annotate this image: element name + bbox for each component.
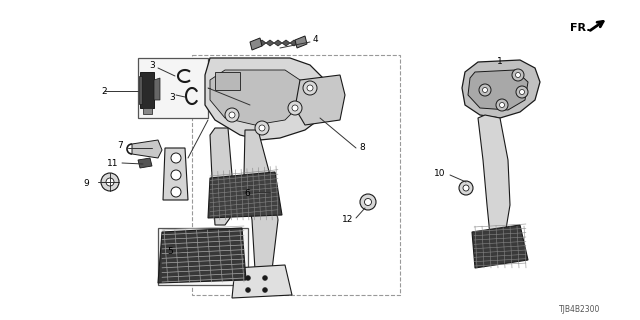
Polygon shape xyxy=(210,70,305,125)
Circle shape xyxy=(171,187,181,197)
Polygon shape xyxy=(295,36,307,48)
Polygon shape xyxy=(266,40,274,46)
Polygon shape xyxy=(138,158,152,168)
Text: 3: 3 xyxy=(169,92,175,101)
Polygon shape xyxy=(478,115,510,238)
Circle shape xyxy=(360,194,376,210)
Polygon shape xyxy=(274,40,282,46)
Circle shape xyxy=(516,86,528,98)
Polygon shape xyxy=(158,228,246,283)
Text: 12: 12 xyxy=(342,215,354,225)
Circle shape xyxy=(171,170,181,180)
Circle shape xyxy=(246,287,250,292)
Circle shape xyxy=(246,276,250,281)
Circle shape xyxy=(303,81,317,95)
Polygon shape xyxy=(163,148,188,200)
Circle shape xyxy=(479,84,491,96)
Polygon shape xyxy=(205,58,325,140)
Text: 8: 8 xyxy=(359,143,365,153)
Text: 10: 10 xyxy=(435,170,445,179)
Circle shape xyxy=(101,173,119,191)
Polygon shape xyxy=(282,40,290,46)
Bar xyxy=(192,55,400,295)
Polygon shape xyxy=(462,60,540,118)
Polygon shape xyxy=(139,76,142,104)
Circle shape xyxy=(171,153,181,163)
Bar xyxy=(158,228,248,285)
Polygon shape xyxy=(210,128,232,225)
Circle shape xyxy=(292,105,298,111)
Text: 5: 5 xyxy=(167,247,173,257)
Polygon shape xyxy=(244,130,278,270)
Circle shape xyxy=(515,73,520,77)
Circle shape xyxy=(106,178,114,186)
Polygon shape xyxy=(258,40,266,46)
Text: 9: 9 xyxy=(83,179,89,188)
Circle shape xyxy=(483,87,488,92)
Circle shape xyxy=(499,102,504,108)
Polygon shape xyxy=(215,72,240,90)
Circle shape xyxy=(463,185,469,191)
Text: FR.: FR. xyxy=(570,23,591,33)
Bar xyxy=(138,58,208,118)
Circle shape xyxy=(229,112,235,118)
Text: TJB4B2300: TJB4B2300 xyxy=(559,306,601,315)
Polygon shape xyxy=(154,78,160,100)
Circle shape xyxy=(365,198,371,205)
Polygon shape xyxy=(468,70,528,110)
Polygon shape xyxy=(472,225,528,268)
Polygon shape xyxy=(232,265,292,298)
Circle shape xyxy=(288,101,302,115)
Text: 4: 4 xyxy=(312,36,318,44)
Circle shape xyxy=(459,181,473,195)
Polygon shape xyxy=(250,38,262,50)
Polygon shape xyxy=(295,75,345,125)
Circle shape xyxy=(520,90,525,94)
Polygon shape xyxy=(143,108,152,114)
Polygon shape xyxy=(140,72,154,108)
Text: 1: 1 xyxy=(497,58,503,67)
Circle shape xyxy=(512,69,524,81)
Circle shape xyxy=(259,125,265,131)
Circle shape xyxy=(225,108,239,122)
Text: 2: 2 xyxy=(101,86,107,95)
Circle shape xyxy=(262,287,268,292)
Polygon shape xyxy=(132,140,162,158)
Text: 6: 6 xyxy=(244,189,250,198)
Polygon shape xyxy=(290,40,298,46)
Circle shape xyxy=(255,121,269,135)
Circle shape xyxy=(496,99,508,111)
Circle shape xyxy=(262,276,268,281)
Text: 7: 7 xyxy=(117,140,123,149)
Text: 11: 11 xyxy=(108,158,119,167)
Circle shape xyxy=(307,85,313,91)
Polygon shape xyxy=(208,172,282,218)
Text: 3: 3 xyxy=(149,60,155,69)
